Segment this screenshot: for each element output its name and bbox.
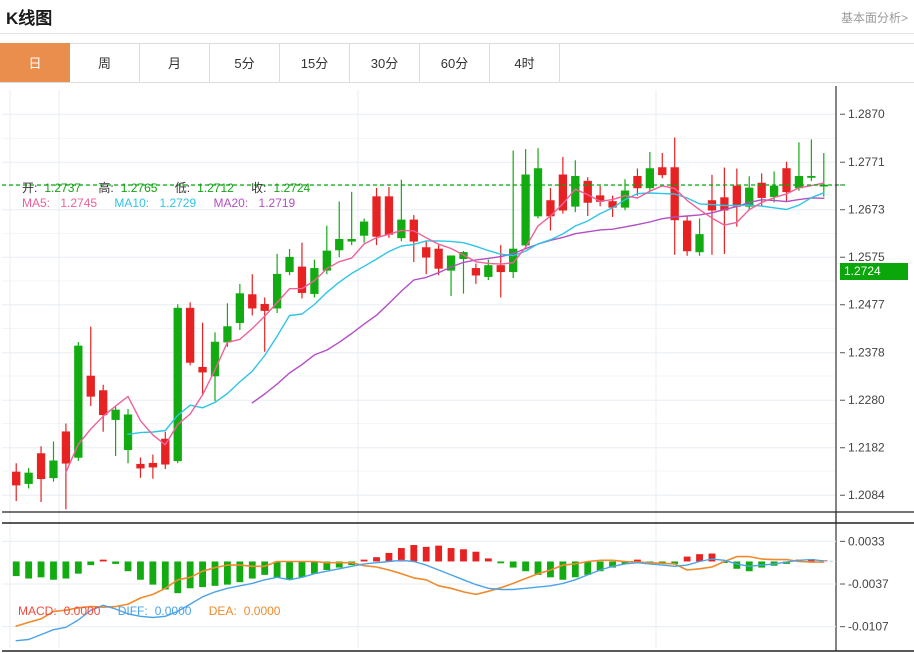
tab-4hour[interactable]: 4时 <box>490 43 560 82</box>
tab-week[interactable]: 周 <box>70 43 140 82</box>
timeframe-tabbar: 日 周 月 5分 15分 30分 60分 4时 <box>0 43 914 83</box>
page-title: K线图 <box>6 9 53 28</box>
page-header: K线图 基本面分析> <box>0 0 914 34</box>
svg-text:1.2771: 1.2771 <box>848 155 885 169</box>
svg-text:1.2673: 1.2673 <box>848 203 885 217</box>
tab-60min[interactable]: 60分 <box>420 43 490 82</box>
tab-month[interactable]: 月 <box>140 43 210 82</box>
svg-text:1.2575: 1.2575 <box>848 250 885 264</box>
svg-text:0.0033: 0.0033 <box>848 534 885 548</box>
svg-text:-0.0037: -0.0037 <box>848 577 889 591</box>
tabbar-filler <box>560 43 914 82</box>
svg-text:1.2084: 1.2084 <box>848 488 885 502</box>
svg-text:1.2182: 1.2182 <box>848 441 885 455</box>
tab-5min[interactable]: 5分 <box>210 43 280 82</box>
current-price-badge: 1.2724 <box>840 263 908 280</box>
tab-30min[interactable]: 30分 <box>350 43 420 82</box>
svg-text:1.2477: 1.2477 <box>848 298 885 312</box>
svg-text:-0.0107: -0.0107 <box>848 620 889 634</box>
svg-text:1.2280: 1.2280 <box>848 393 885 407</box>
svg-text:1.2870: 1.2870 <box>848 107 885 121</box>
kline-chart-svg[interactable]: 1.2870 1.2771 1.2673 1.2575 1.2477 1.2378 1.22… <box>0 83 914 653</box>
tab-15min[interactable]: 15分 <box>280 43 350 82</box>
fundamental-analysis-link[interactable]: 基本面分析> <box>840 11 908 25</box>
chart-container[interactable]: 1.2870 1.2771 1.2673 1.2575 1.2477 1.2378 1.22… <box>0 83 914 653</box>
tab-day[interactable]: 日 <box>0 43 70 82</box>
svg-text:1.2378: 1.2378 <box>848 346 885 360</box>
